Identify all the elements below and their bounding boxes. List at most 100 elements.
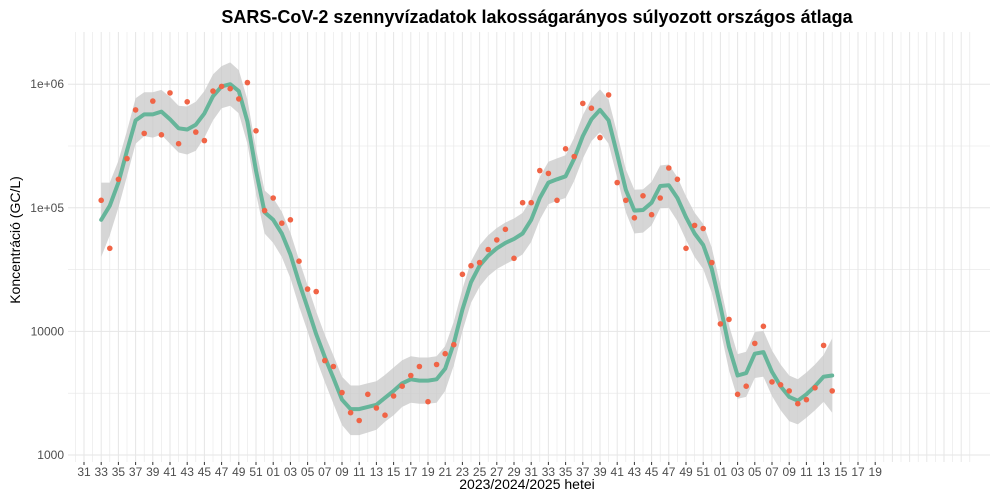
data-point	[468, 262, 474, 269]
x-tick-label: 29	[507, 465, 521, 479]
data-point	[330, 363, 337, 370]
x-tick-label: 05	[748, 465, 762, 479]
y-tick-label: 1e+06	[30, 77, 64, 91]
x-tick-label: 33	[542, 465, 556, 479]
data-point	[760, 323, 767, 330]
data-point	[253, 128, 259, 134]
data-point	[236, 96, 242, 102]
data-point	[734, 391, 741, 398]
data-point	[485, 246, 492, 253]
x-tick-label: 17	[851, 465, 865, 479]
data-point	[803, 396, 810, 403]
data-point	[829, 388, 835, 394]
data-point	[218, 83, 225, 90]
data-point	[451, 341, 457, 348]
data-point	[339, 389, 345, 396]
data-point	[769, 379, 775, 385]
data-point	[408, 372, 414, 379]
data-point	[322, 357, 328, 364]
data-point	[296, 258, 302, 265]
data-point	[244, 79, 251, 86]
x-tick-label: 19	[421, 465, 435, 479]
data-point	[141, 130, 147, 137]
data-point	[227, 85, 233, 92]
data-point	[494, 237, 500, 243]
data-point	[786, 388, 792, 394]
x-tick-label: 39	[146, 465, 160, 479]
data-point	[640, 193, 646, 199]
data-point	[261, 207, 268, 214]
x-tick-label: 01	[267, 465, 281, 479]
y-tick-label: 10000	[31, 324, 65, 338]
x-tick-label: 43	[181, 465, 195, 479]
data-point	[580, 100, 586, 107]
data-point	[571, 153, 577, 160]
data-point	[433, 361, 440, 368]
data-point	[631, 215, 638, 221]
data-point	[365, 391, 371, 398]
data-point	[588, 105, 595, 111]
data-point	[537, 167, 543, 174]
x-tick-label: 47	[215, 465, 229, 479]
x-tick-label: 51	[697, 465, 711, 479]
x-tick-label: 09	[335, 465, 349, 479]
data-point	[528, 199, 534, 206]
x-tick-label: 45	[198, 465, 212, 479]
x-tick-label: 17	[404, 465, 418, 479]
x-tick-label: 43	[628, 465, 642, 479]
data-point	[184, 99, 190, 105]
data-point	[812, 385, 818, 391]
x-tick-label: 41	[163, 465, 177, 479]
x-tick-label: 07	[318, 465, 332, 479]
x-tick-label: 31	[525, 465, 539, 479]
x-tick-label: 41	[611, 465, 625, 479]
x-tick-label: 13	[370, 465, 384, 479]
data-point	[691, 222, 698, 229]
x-tick-label: 13	[817, 465, 831, 479]
data-point	[777, 382, 784, 388]
x-tick-label: 39	[593, 465, 607, 479]
data-point	[390, 393, 397, 399]
x-tick-label: 07	[765, 465, 779, 479]
data-point	[416, 363, 423, 370]
data-point	[562, 146, 569, 152]
x-tick-label: 49	[232, 465, 246, 479]
x-tick-label: 23	[456, 465, 470, 479]
x-tick-label: 05	[301, 465, 315, 479]
data-point	[657, 195, 663, 201]
data-point	[124, 155, 130, 162]
x-tick-label: 31	[77, 465, 91, 479]
data-point	[270, 195, 277, 201]
data-point	[554, 197, 560, 204]
data-point	[726, 316, 732, 323]
data-point	[442, 350, 449, 357]
data-point	[373, 405, 380, 411]
data-point	[666, 165, 672, 171]
data-point	[347, 409, 354, 416]
x-tick-label: 15	[834, 465, 848, 479]
x-tick-label: 25	[473, 465, 487, 479]
data-point	[674, 176, 681, 183]
data-point	[150, 98, 156, 104]
data-point	[717, 321, 724, 327]
y-axis-label: Koncentráció (GC/L)	[7, 176, 23, 304]
x-tick-label: 03	[284, 465, 298, 479]
data-point	[476, 259, 483, 266]
x-tick-label: 01	[714, 465, 728, 479]
data-point	[158, 132, 165, 138]
x-tick-label: 35	[559, 465, 573, 479]
x-tick-label: 19	[869, 465, 883, 479]
data-point	[115, 176, 122, 183]
data-point	[356, 417, 363, 424]
x-tick-label: 47	[662, 465, 676, 479]
data-point	[545, 170, 552, 177]
data-point	[382, 412, 388, 419]
data-point	[425, 398, 431, 405]
x-tick-label: 37	[576, 465, 590, 479]
data-point	[511, 255, 517, 262]
data-point	[210, 88, 216, 94]
x-tick-label: 11	[353, 465, 366, 479]
data-point	[743, 383, 749, 390]
x-tick-label: 33	[95, 465, 109, 479]
